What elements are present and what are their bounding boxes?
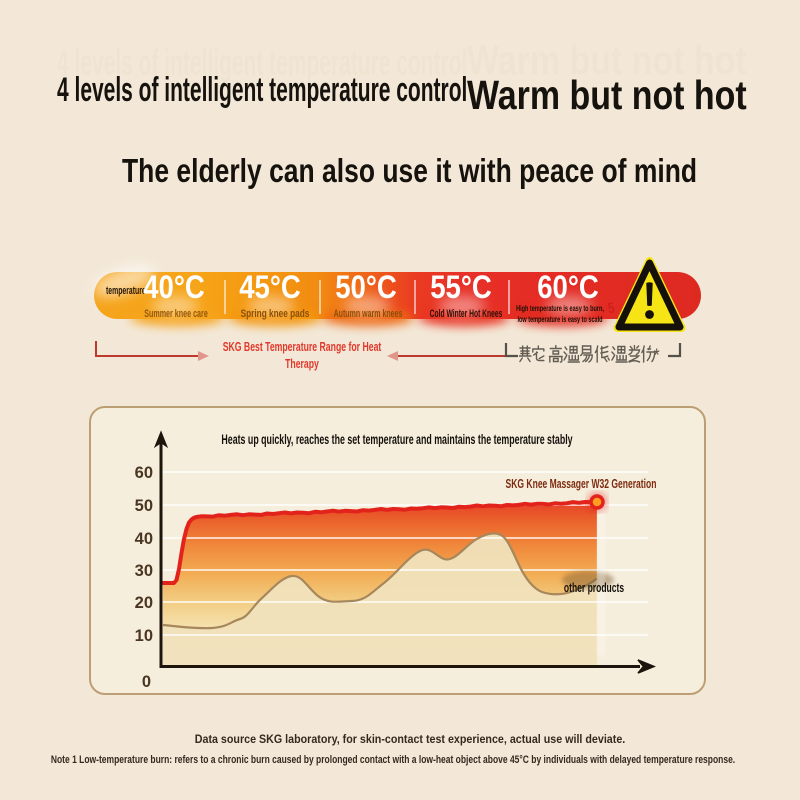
svg-text:20: 20 <box>135 594 153 612</box>
svg-text:60: 60 <box>135 464 153 482</box>
svg-text:30: 30 <box>135 562 153 580</box>
svg-text:40: 40 <box>135 530 153 548</box>
svg-text:0: 0 <box>142 673 151 691</box>
svg-text:50: 50 <box>135 497 153 515</box>
svg-text:10: 10 <box>135 627 153 645</box>
